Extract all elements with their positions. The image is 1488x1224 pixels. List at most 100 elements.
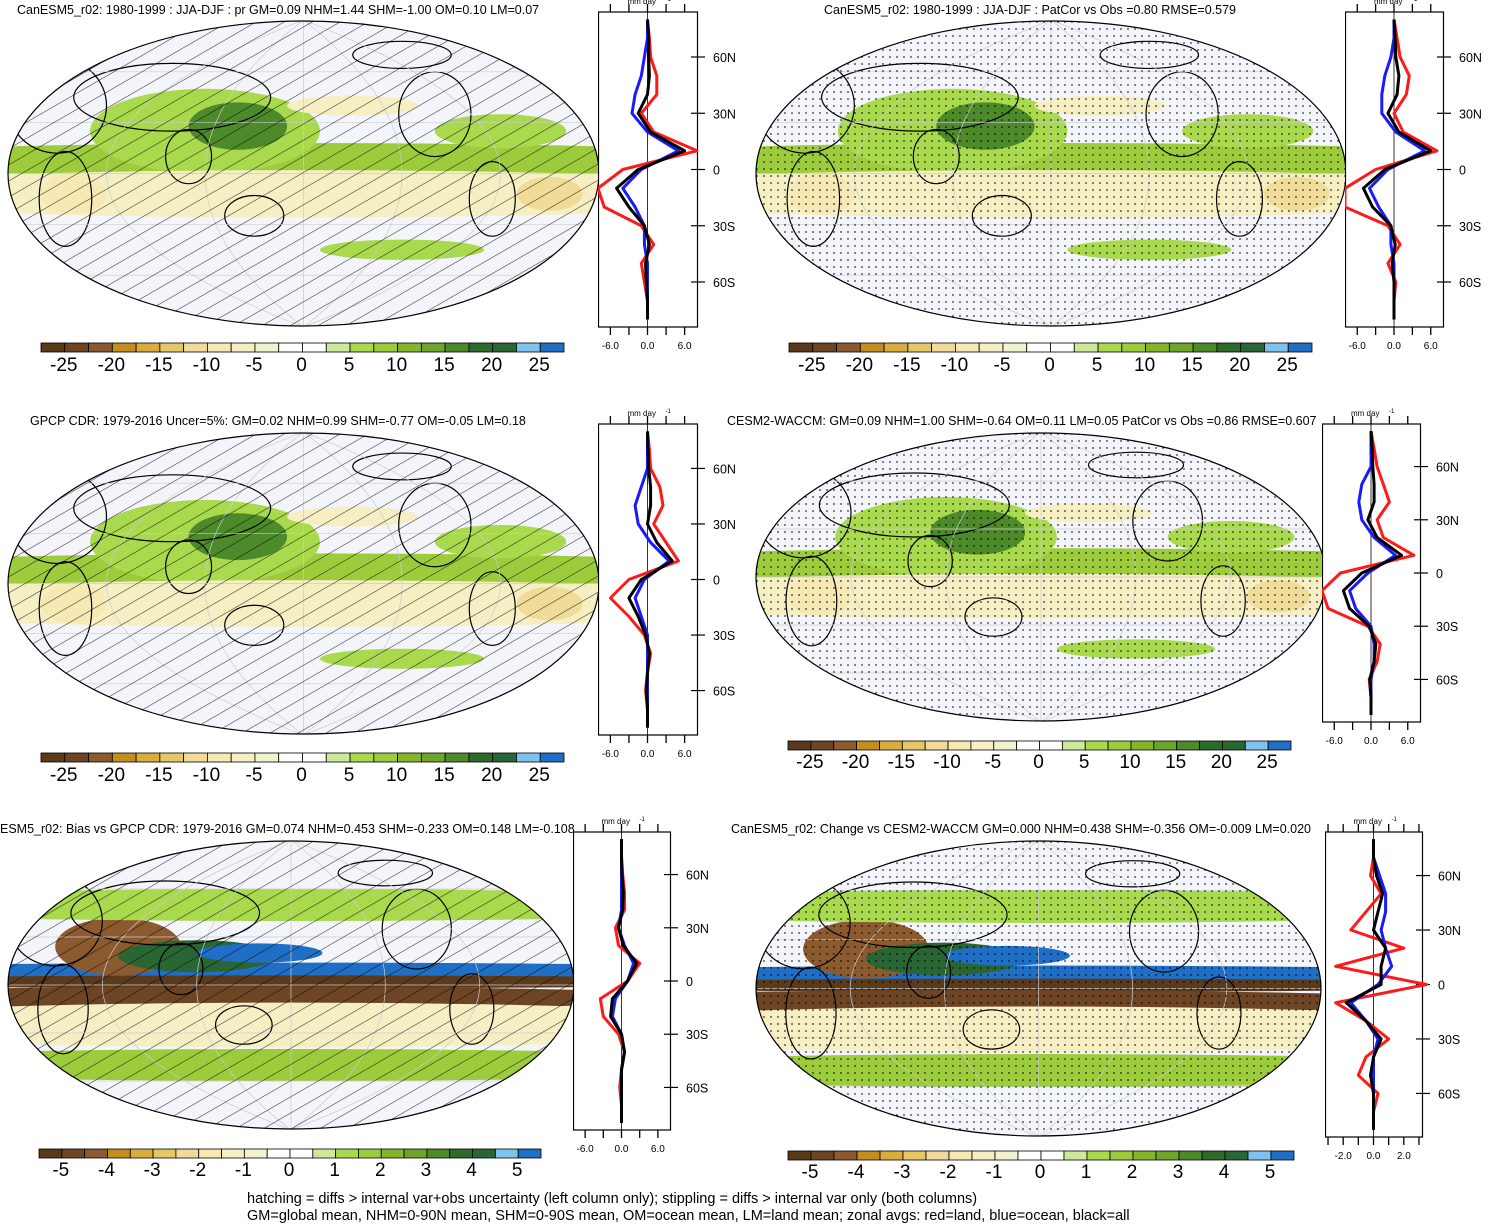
colorbar-label: -5 (52, 1160, 70, 1181)
colorbar-swatch (61, 1148, 86, 1159)
colorbar-label: -3 (893, 1162, 911, 1183)
colorbar-swatch (1270, 1150, 1295, 1161)
colorbar-label: -1 (234, 1160, 252, 1181)
colorbar-label: 3 (420, 1160, 432, 1181)
colorbar-swatch (1002, 342, 1028, 353)
colorbar-label: 15 (433, 765, 455, 786)
stippling-overlay (756, 841, 1321, 1136)
lat-label: 0 (713, 574, 720, 588)
lat-label: 30N (686, 922, 709, 936)
colorbar-swatch (373, 342, 398, 353)
colorbar-label: -25 (798, 355, 826, 376)
colorbar-label: 1 (329, 1160, 340, 1181)
colorbar-label: -20 (845, 355, 874, 376)
colorbar-swatch (1097, 342, 1123, 353)
colorbar-swatch (1201, 1150, 1226, 1161)
colorbar-label: 5 (1091, 355, 1103, 376)
colorbar-swatch (198, 1148, 222, 1159)
lat-label: 30N (713, 107, 736, 121)
x-tick-label: -6.0 (1326, 736, 1344, 746)
colorbar-swatch (994, 1150, 1019, 1161)
colorbar-label: 4 (1218, 1162, 1230, 1183)
colorbar-label: 10 (386, 355, 408, 376)
colorbar-swatch (1199, 740, 1223, 751)
colorbar-label: 0 (296, 765, 307, 786)
colorbar-swatch (788, 342, 814, 353)
colorbar-swatch (397, 342, 422, 353)
map-p4 (755, 432, 1327, 722)
colorbar-label: 10 (1134, 355, 1156, 376)
colorbar-label: 0 (1044, 355, 1055, 376)
x-tick-label: 6.0 (678, 749, 692, 759)
colorbar-swatch (152, 1148, 177, 1159)
x-tick-label: 6.0 (678, 341, 692, 351)
x-tick-label: -2.0 (1335, 1151, 1353, 1161)
colorbar (787, 740, 1292, 751)
x-tick-label: 6.0 (651, 1144, 665, 1154)
units-label: mm day (628, 409, 656, 418)
colorbar-swatch (207, 342, 232, 353)
x-tick-label: 0.0 (1364, 736, 1378, 746)
lat-label: 0 (1459, 164, 1466, 178)
colorbar-label: -25 (50, 355, 78, 376)
colorbar-label: -3 (143, 1160, 161, 1181)
lat-label: 30S (713, 629, 735, 643)
colorbar-swatch (129, 1148, 154, 1159)
colorbar-label: -5 (801, 1162, 819, 1183)
colorbar (40, 342, 565, 353)
lat-label: 30S (1438, 1033, 1460, 1047)
colorbar-swatch (955, 342, 980, 353)
colorbar-swatch (1050, 342, 1075, 353)
colorbar-swatch (1121, 342, 1146, 353)
lat-label: 60N (1436, 461, 1459, 475)
colorbar-swatch (420, 342, 446, 353)
colorbar-swatch (289, 1148, 314, 1159)
colorbar-swatch (1178, 1150, 1203, 1161)
lat-label: 0 (713, 164, 720, 178)
colorbar-label: -15 (145, 355, 173, 376)
colorbar-label: -25 (796, 752, 824, 773)
x-tick-label: 0.0 (641, 341, 655, 351)
colorbar-label: 5 (1264, 1162, 1276, 1183)
x-tick-label: 6.0 (1424, 341, 1438, 351)
x-tick-label: -6.0 (602, 341, 620, 351)
zonal-land-line (1345, 19, 1439, 320)
map-p1 (7, 20, 600, 327)
lat-label: 60S (1438, 1087, 1460, 1101)
colorbar-swatch (426, 1148, 451, 1159)
colorbar-swatch (243, 1148, 268, 1159)
colorbar-swatch (420, 752, 446, 763)
colorbar-swatch (1247, 1150, 1272, 1161)
zonal-all-line (1361, 19, 1433, 320)
colorbar-label: -15 (887, 752, 916, 773)
colorbar-swatch (833, 740, 857, 751)
colorbar-swatch (107, 1148, 131, 1159)
colorbar-swatch (907, 342, 933, 353)
colorbar-swatch (358, 1148, 382, 1159)
zonal-all-line (615, 19, 687, 320)
x-tick-label: 0.0 (1387, 341, 1401, 351)
colorbar-swatch (1216, 342, 1242, 353)
colorbar-swatch (278, 752, 303, 763)
colorbar-swatch (1168, 342, 1194, 353)
colorbar-label: -10 (192, 765, 221, 786)
lat-label: 0 (1436, 567, 1443, 581)
panel-title: GPCP CDR: 1979-2016 Uncer=5%: GM=0.02 NH… (30, 414, 526, 428)
colorbar-swatch (207, 752, 232, 763)
lat-label: 60N (1459, 51, 1482, 65)
colorbar-label: 5 (343, 765, 355, 786)
zonal-land-line (598, 19, 699, 320)
x-tick-label: 0.0 (641, 749, 655, 759)
colorbar-swatch (810, 740, 835, 751)
colorbar-swatch (1017, 1150, 1042, 1161)
colorbar-label: 20 (1210, 752, 1232, 773)
colorbar-swatch (1132, 1150, 1157, 1161)
colorbar-label: 0 (283, 1160, 295, 1181)
colorbar-swatch (325, 342, 351, 353)
colorbar-swatch (971, 1150, 996, 1161)
panel-title: CanESM5_r02: Change vs CESM2-WACCM GM=0.… (731, 822, 1312, 836)
colorbar-swatch (183, 752, 208, 763)
colorbar-swatch (254, 342, 280, 353)
colorbar-swatch (1145, 342, 1170, 353)
colorbar-label: 5 (511, 1160, 523, 1181)
